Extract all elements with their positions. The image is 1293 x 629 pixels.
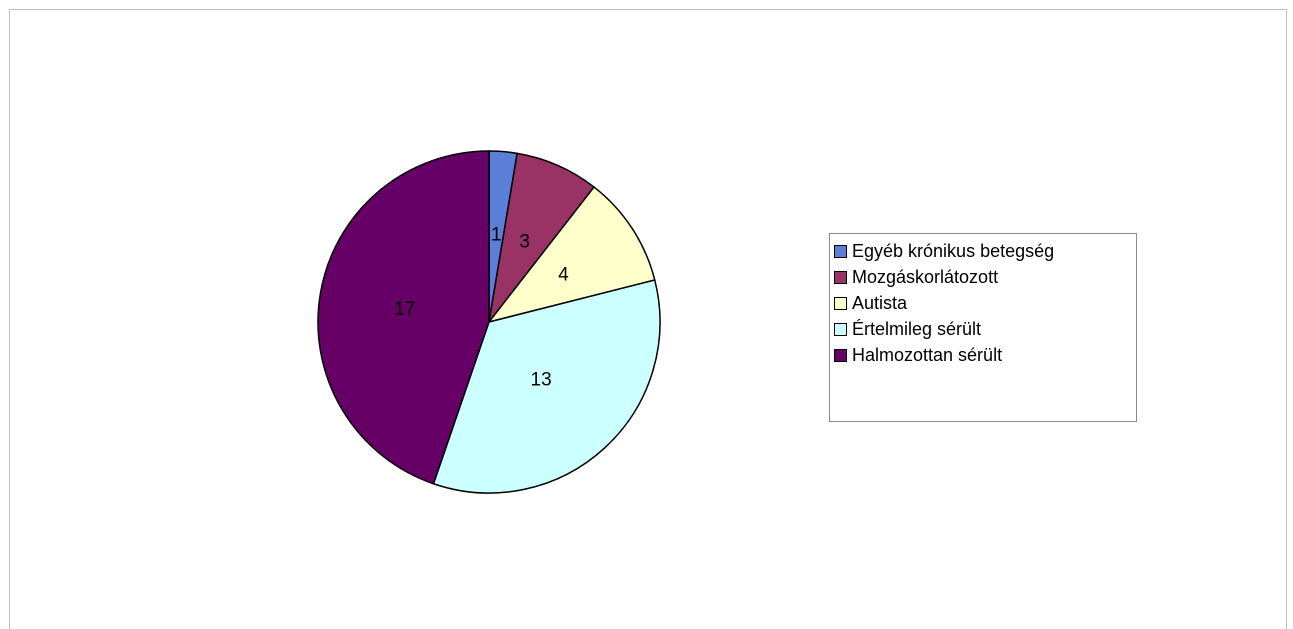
legend-swatch [834,322,847,336]
chart-legend: Egyéb krónikus betegség Mozgáskorlátozot… [829,233,1137,422]
data-label: 4 [558,264,569,285]
data-label: 17 [394,299,415,320]
slice-ertelmileg-serult [432,279,661,494]
pie-slices [317,150,661,494]
data-label: 13 [531,370,552,391]
legend-swatch [834,296,847,310]
legend-item-egyeb: Egyéb krónikus betegség [830,238,1136,264]
legend-item-halmozottan-serult: Halmozottan sérült [830,342,1136,368]
pie-data-labels: 1 3 4 13 17 [394,224,569,390]
data-label: 1 [491,224,502,245]
legend-item-ertelmileg-serult: Értelmileg sérült [830,316,1136,342]
legend-swatch [834,348,847,362]
legend-label: Egyéb krónikus betegség [852,240,1055,261]
data-label: 3 [519,232,530,253]
legend-label: Halmozottan sérült [852,344,1003,365]
legend-swatch [834,244,847,258]
legend-label: Autista [852,292,908,313]
legend-item-autista: Autista [830,290,1136,316]
legend-label: Értelmileg sérült [852,318,982,339]
slice-autista [487,186,656,324]
legend-item-mozgaskorlatozott: Mozgáskorlátozott [830,264,1136,290]
legend-label: Mozgáskorlátozott [852,266,999,287]
slice-halmozottan-serult [317,150,490,485]
legend-swatch [834,270,847,284]
